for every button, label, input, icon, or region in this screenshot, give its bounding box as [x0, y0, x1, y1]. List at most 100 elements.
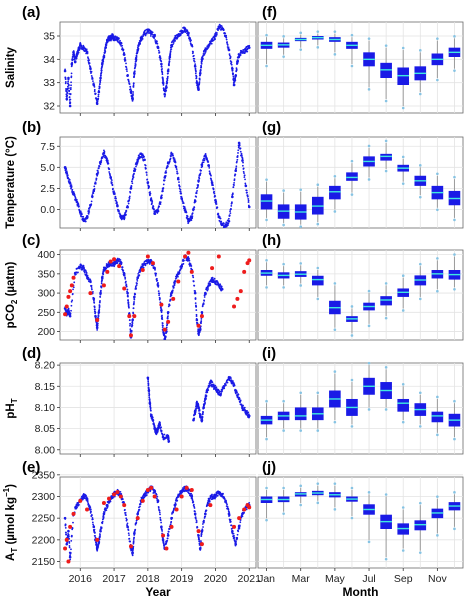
box-iqr	[397, 398, 410, 412]
sensor-point	[193, 57, 196, 60]
sensor-point	[191, 45, 194, 48]
sensor-point	[166, 77, 169, 79]
sensor-point	[195, 313, 198, 316]
sensor-point	[180, 192, 183, 195]
sensor-point	[132, 82, 135, 85]
discrete-sample-point	[128, 333, 133, 338]
sensor-point	[175, 168, 178, 171]
plot-frame	[257, 476, 464, 569]
sensor-point	[76, 506, 78, 509]
sensor-point	[157, 500, 160, 503]
discrete-sample-point	[150, 261, 155, 266]
sensor-point	[201, 523, 204, 525]
sensor-point	[88, 59, 91, 62]
outlier-point	[453, 288, 456, 291]
sensor-point	[113, 265, 116, 268]
sensor-point	[120, 493, 123, 495]
sensor-point	[135, 284, 138, 286]
sensor-point	[145, 171, 148, 174]
sensor-point	[234, 544, 237, 547]
sensor-point	[138, 274, 141, 277]
sensor-point	[125, 68, 128, 70]
sensor-point	[90, 200, 93, 203]
sensor-point	[230, 524, 233, 527]
sensor-point	[242, 170, 245, 173]
sensor-point	[237, 59, 239, 62]
sensor-point	[102, 517, 105, 520]
outlier-point	[333, 174, 337, 178]
box-nov	[431, 495, 444, 537]
outlier-point	[384, 557, 388, 561]
sensor-point	[211, 493, 213, 496]
sensor-point	[183, 259, 185, 262]
outlier-point	[265, 64, 268, 68]
sensor-point	[240, 154, 243, 157]
sensor-point	[105, 503, 108, 506]
sensor-point	[203, 296, 206, 298]
sensor-point	[65, 543, 68, 545]
sensor-point	[92, 523, 94, 526]
discrete-sample-point	[122, 286, 127, 291]
box-jun	[346, 486, 358, 520]
sensor-point	[192, 501, 195, 503]
sensor-point	[200, 320, 203, 322]
sensor-point	[203, 520, 206, 522]
sensor-point	[195, 315, 198, 317]
sensor-point	[157, 282, 159, 284]
sensor-point	[239, 147, 242, 150]
sensor-point	[135, 59, 138, 62]
sensor-point	[162, 190, 164, 193]
sensor-point	[87, 57, 90, 60]
outlier-point	[333, 282, 337, 285]
sensor-point	[68, 542, 71, 544]
outlier-point	[367, 361, 371, 365]
sensor-point	[166, 165, 169, 168]
sensor-point	[208, 166, 211, 169]
sensor-point	[192, 54, 195, 57]
sensor-point	[90, 203, 93, 206]
sensor-point	[128, 197, 131, 199]
sensor-point	[75, 273, 77, 276]
box-apr	[311, 266, 324, 301]
sensor-point	[237, 149, 240, 152]
sensor-point	[110, 39, 112, 42]
sensor-point	[226, 44, 229, 46]
sensor-point	[149, 194, 151, 197]
monthly-boxplot-panel: (h)	[257, 232, 464, 341]
outlier-point	[453, 35, 456, 38]
sensor-point	[219, 394, 222, 397]
sensor-point	[89, 279, 92, 282]
sensor-point	[137, 160, 139, 163]
sensor-point	[144, 262, 147, 265]
outlier-point	[282, 286, 285, 289]
sensor-point	[234, 173, 237, 176]
sensor-point	[227, 46, 230, 49]
sensor-point	[195, 195, 198, 198]
y-axis-label: AT (µmol kg−1)	[2, 484, 19, 561]
sensor-point	[88, 62, 91, 65]
sensor-point	[243, 172, 245, 175]
discrete-sample-point	[159, 302, 164, 307]
sensor-point	[243, 511, 245, 514]
box-dec	[448, 491, 461, 531]
sensor-point	[100, 286, 103, 289]
outlier-point	[265, 399, 268, 403]
sensor-point	[222, 224, 225, 227]
sensor-point	[194, 72, 197, 75]
discrete-sample-point	[189, 488, 194, 492]
sensor-point	[215, 201, 218, 203]
outlier-point	[436, 37, 439, 40]
sensor-point	[167, 434, 170, 437]
sensor-point	[174, 39, 177, 42]
sensor-point	[98, 165, 101, 168]
sensor-point	[65, 98, 68, 101]
sensor-point	[195, 305, 198, 308]
sensor-point	[187, 222, 190, 225]
sensor-point	[125, 514, 127, 517]
sensor-point	[102, 62, 104, 64]
sensor-point	[145, 494, 148, 496]
sensor-point	[126, 524, 129, 527]
sensor-point	[131, 324, 134, 327]
box-apr	[311, 391, 324, 432]
